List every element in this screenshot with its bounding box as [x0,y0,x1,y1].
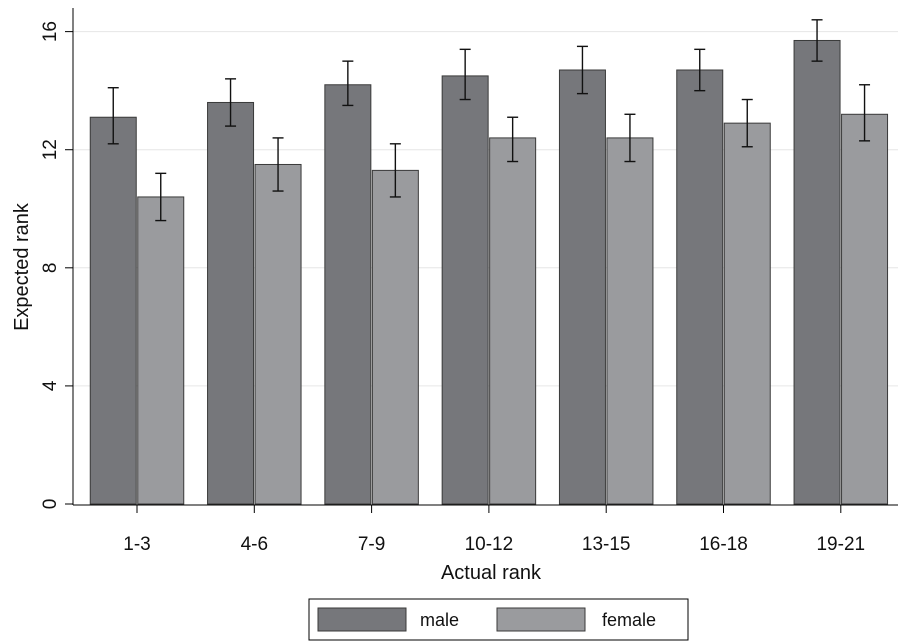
bar-female-10-12 [489,137,537,505]
x-tick-label-13-15: 13-15 [582,534,631,555]
x-tick-label-19-21: 19-21 [816,534,865,555]
x-tick-label-10-12: 10-12 [465,534,514,555]
x-tick-label-16-18: 16-18 [699,534,748,555]
x-tick-label-1-3: 1-3 [123,534,150,555]
bar-female-16-18 [723,122,771,505]
bars [89,39,889,505]
axes: 0 4 8 12 16 1-3 4-6 7-9 10-12 13-15 16-18 19-21 [40,8,898,555]
legend-label-female: female [602,610,656,630]
legend-swatch-male [317,607,407,632]
x-tick-label-4-6: 4-6 [241,534,268,555]
bar-male-13-15 [558,69,606,505]
bar-male-7-9 [324,84,372,505]
bar-female-4-6 [254,163,302,505]
legend-swatch-female [496,607,586,632]
bar-male-4-6 [207,101,255,505]
y-tick-label-8: 8 [40,263,61,274]
bar-male-10-12 [441,75,489,505]
bar-male-19-21 [793,39,841,505]
x-axis-title: Actual rank [441,562,542,584]
y-tick-label-4: 4 [40,380,61,391]
legend: male female [308,598,689,641]
bar-female-19-21 [841,113,889,505]
y-tick-label-16: 16 [40,21,61,42]
bar-male-16-18 [676,69,724,505]
y-tick-label-0: 0 [40,499,61,510]
y-axis-title: Expected rank [11,202,33,331]
bar-male-1-3 [89,116,137,505]
legend-label-male: male [420,610,459,630]
y-tick-label-12: 12 [40,139,61,160]
bar-female-7-9 [371,169,419,505]
error-bars [107,19,871,222]
bar-female-13-15 [606,137,654,505]
x-tick-label-7-9: 7-9 [358,534,385,555]
bar-female-1-3 [137,196,185,505]
